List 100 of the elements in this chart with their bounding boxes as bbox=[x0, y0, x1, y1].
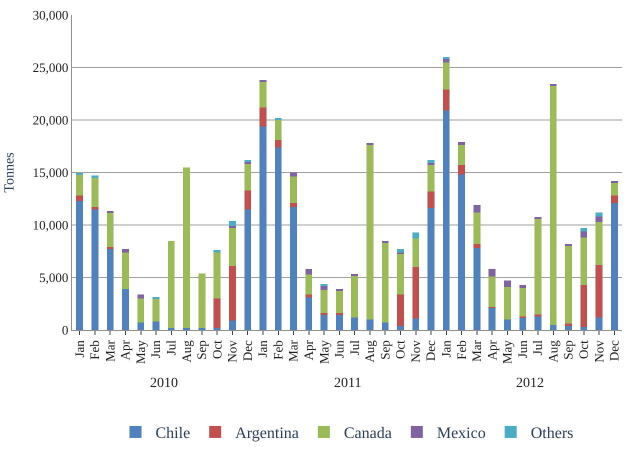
bar bbox=[397, 294, 404, 326]
bar bbox=[534, 218, 542, 314]
bar bbox=[580, 238, 588, 285]
bar bbox=[504, 320, 511, 330]
x-tick-label: Dec bbox=[606, 340, 622, 362]
legend-label: Chile bbox=[156, 425, 190, 442]
bar bbox=[565, 246, 572, 324]
bar bbox=[428, 164, 434, 192]
x-tick-label: Aug bbox=[178, 340, 194, 363]
bar bbox=[504, 280, 511, 287]
bar bbox=[106, 212, 114, 248]
bar bbox=[580, 231, 588, 238]
bar bbox=[610, 202, 618, 330]
bar bbox=[137, 322, 144, 330]
x-tick-label: Oct bbox=[209, 340, 224, 359]
y-tick-label: 0 bbox=[62, 322, 68, 338]
x-tick-label: Jul bbox=[530, 340, 546, 356]
bar bbox=[274, 140, 282, 148]
bar bbox=[596, 216, 603, 222]
text: 2012 bbox=[516, 376, 544, 391]
bar bbox=[305, 269, 312, 274]
x-tick-label: Jun bbox=[332, 340, 347, 358]
bar bbox=[76, 200, 84, 330]
x-tick-label: Nov bbox=[591, 340, 606, 363]
bar bbox=[137, 294, 144, 298]
bar bbox=[519, 317, 526, 330]
x-tick-label: Jan bbox=[72, 340, 87, 358]
x-tick-label: Aug bbox=[545, 340, 560, 363]
bar bbox=[76, 174, 84, 196]
x-tick-label: May bbox=[132, 340, 148, 364]
bar bbox=[228, 220, 236, 226]
bar bbox=[580, 228, 588, 232]
x-tick-label: May bbox=[316, 340, 332, 364]
x-tick-label: Feb bbox=[87, 340, 102, 360]
bar bbox=[290, 176, 297, 203]
x-tick-label: Jan bbox=[255, 340, 270, 358]
bar bbox=[305, 297, 312, 330]
bar bbox=[534, 316, 542, 330]
bar bbox=[488, 276, 496, 307]
x-tick-label: Mar bbox=[102, 340, 118, 362]
bar bbox=[473, 205, 480, 212]
y-axis-title: Tonnes bbox=[2, 152, 18, 193]
bar bbox=[290, 202, 297, 208]
text: 2011 bbox=[334, 376, 362, 391]
x-tick-label: Dec bbox=[240, 340, 255, 362]
bar bbox=[290, 172, 297, 177]
bar bbox=[488, 269, 496, 276]
x-tick-label: Sep bbox=[377, 340, 392, 360]
text: 2010 bbox=[150, 376, 178, 391]
bar bbox=[244, 209, 252, 330]
bar bbox=[550, 324, 557, 330]
bar bbox=[152, 298, 160, 322]
bar bbox=[320, 314, 328, 330]
bar bbox=[428, 160, 434, 164]
bar bbox=[488, 308, 496, 330]
bar bbox=[412, 238, 420, 267]
bar bbox=[550, 85, 557, 325]
x-tick-label: Nov bbox=[408, 340, 423, 363]
bar bbox=[320, 290, 328, 314]
bar bbox=[412, 267, 420, 318]
y-tick-label: 5,000 bbox=[39, 270, 68, 286]
bar bbox=[366, 144, 374, 320]
bar bbox=[397, 249, 404, 252]
bar bbox=[168, 240, 175, 328]
bar bbox=[442, 110, 450, 330]
bar bbox=[397, 253, 404, 294]
bar bbox=[260, 107, 266, 126]
bar bbox=[305, 294, 312, 298]
x-tick-label: Nov bbox=[224, 340, 240, 363]
bar bbox=[290, 207, 297, 330]
legend-label: Others bbox=[530, 425, 574, 442]
bar bbox=[382, 322, 389, 330]
bar bbox=[91, 209, 98, 330]
legend-label: Argentina bbox=[235, 425, 299, 442]
bar bbox=[428, 191, 434, 208]
bar bbox=[228, 266, 236, 321]
x-tick-label: Feb bbox=[454, 340, 469, 360]
x-tick-label: Sep bbox=[194, 340, 210, 360]
bar bbox=[458, 165, 466, 175]
x-tick-label: Mar bbox=[286, 340, 301, 362]
x-tick-label: Oct bbox=[392, 340, 408, 359]
bar bbox=[442, 59, 450, 62]
x-tick-label: Sep bbox=[560, 340, 576, 360]
x-tick-label: Jun bbox=[148, 340, 164, 358]
bar bbox=[214, 252, 221, 298]
x-tick-label: Jul bbox=[164, 340, 179, 356]
bar bbox=[596, 212, 603, 217]
bar bbox=[397, 326, 404, 330]
bar bbox=[458, 145, 466, 166]
bar bbox=[366, 320, 374, 330]
legend-label: Mexico bbox=[436, 425, 486, 442]
y-tick-label: 20,000 bbox=[32, 112, 68, 128]
bar bbox=[504, 286, 511, 320]
x-tick-label: Jan bbox=[438, 340, 454, 358]
bar bbox=[458, 142, 466, 146]
bar bbox=[274, 147, 282, 330]
bar bbox=[580, 284, 588, 327]
bar bbox=[244, 163, 252, 190]
x-tick-label: Aug bbox=[362, 340, 378, 363]
bar bbox=[442, 90, 450, 111]
